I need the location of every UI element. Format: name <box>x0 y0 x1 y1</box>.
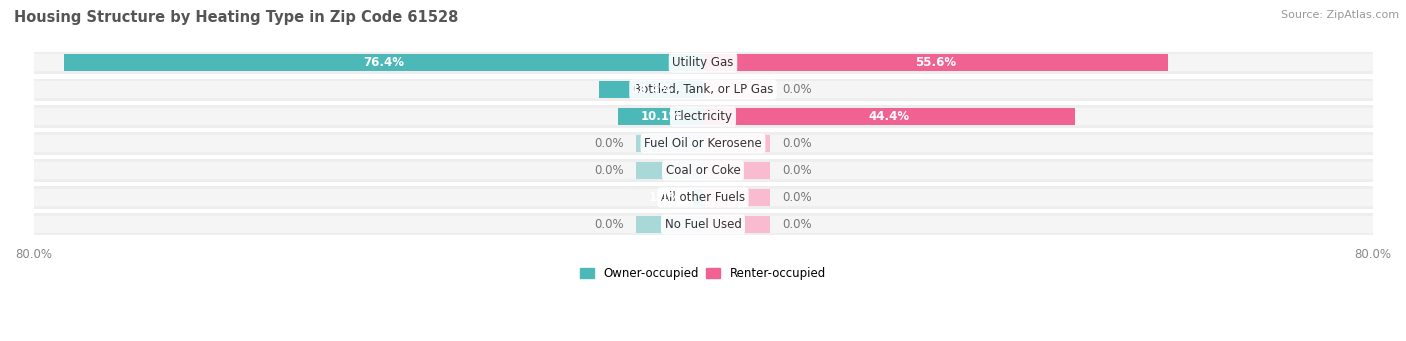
Bar <box>703 189 770 206</box>
Text: All other Fuels: All other Fuels <box>661 191 745 204</box>
Text: 0.0%: 0.0% <box>593 137 623 150</box>
Bar <box>63 54 703 71</box>
Bar <box>34 216 1372 233</box>
Bar <box>34 187 1372 208</box>
Text: 10.1%: 10.1% <box>640 110 681 123</box>
Bar <box>34 135 1372 152</box>
Text: 0.0%: 0.0% <box>783 137 813 150</box>
Text: Bottled, Tank, or LP Gas: Bottled, Tank, or LP Gas <box>633 83 773 96</box>
Text: Electricity: Electricity <box>673 110 733 123</box>
Text: Fuel Oil or Kerosene: Fuel Oil or Kerosene <box>644 137 762 150</box>
Bar <box>703 108 1074 125</box>
Bar <box>703 135 770 152</box>
Bar <box>703 216 770 233</box>
Bar <box>34 213 1372 236</box>
Bar <box>703 54 1168 71</box>
Bar <box>34 162 1372 179</box>
Text: 0.0%: 0.0% <box>593 164 623 177</box>
Bar <box>599 81 703 98</box>
Text: 0.0%: 0.0% <box>783 83 813 96</box>
Legend: Owner-occupied, Renter-occupied: Owner-occupied, Renter-occupied <box>575 263 831 285</box>
Text: Utility Gas: Utility Gas <box>672 56 734 69</box>
Text: 12.4%: 12.4% <box>631 83 672 96</box>
Bar <box>34 189 1372 206</box>
Bar <box>34 81 1372 98</box>
Text: 44.4%: 44.4% <box>869 110 910 123</box>
Text: No Fuel Used: No Fuel Used <box>665 218 741 231</box>
Text: 0.0%: 0.0% <box>783 191 813 204</box>
Bar <box>636 162 703 179</box>
Bar <box>703 81 770 98</box>
Text: 0.0%: 0.0% <box>783 164 813 177</box>
Text: 55.6%: 55.6% <box>915 56 956 69</box>
Bar <box>34 108 1372 125</box>
Bar <box>34 51 1372 74</box>
Bar <box>34 78 1372 101</box>
Text: Source: ZipAtlas.com: Source: ZipAtlas.com <box>1281 10 1399 20</box>
Bar <box>703 162 770 179</box>
Bar <box>636 216 703 233</box>
Text: 0.0%: 0.0% <box>783 218 813 231</box>
Bar <box>34 54 1372 71</box>
Bar <box>636 135 703 152</box>
Text: 1.1%: 1.1% <box>648 191 682 204</box>
Text: Housing Structure by Heating Type in Zip Code 61528: Housing Structure by Heating Type in Zip… <box>14 10 458 25</box>
Text: 76.4%: 76.4% <box>363 56 404 69</box>
Bar <box>34 132 1372 154</box>
Text: 0.0%: 0.0% <box>593 218 623 231</box>
Bar <box>34 160 1372 181</box>
Bar <box>34 105 1372 128</box>
Text: Coal or Coke: Coal or Coke <box>665 164 741 177</box>
Bar <box>693 189 703 206</box>
Bar <box>619 108 703 125</box>
